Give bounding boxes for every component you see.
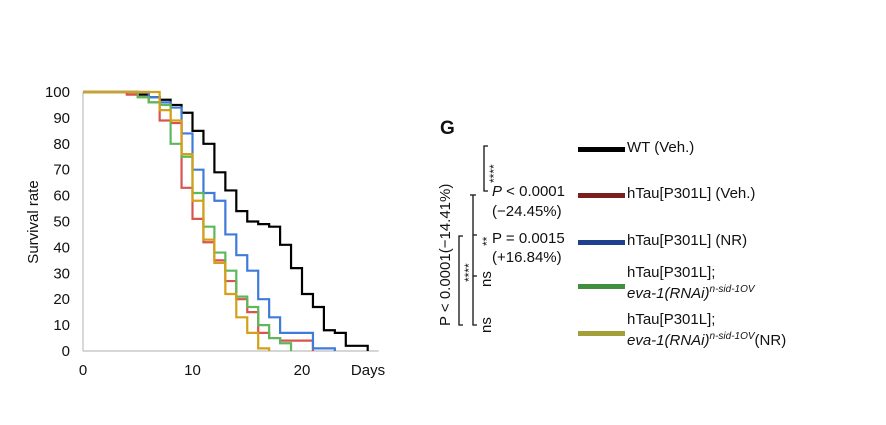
y-tick-label: 20: [53, 291, 70, 308]
legend-swatch: [578, 284, 625, 289]
p-value-1: P < 0.0001: [492, 183, 565, 200]
legend-label: WT (Veh.): [627, 139, 695, 156]
legend-label: hTau[P301L]; eva-1(RNAi)n-sid-1OV(NR): [627, 311, 786, 349]
legend-sup: n-sid-1OV: [709, 331, 755, 342]
legend-line2: eva-1(RNAi)n-sid-1OV(NR): [627, 328, 786, 349]
legend-item-tau-eva: hTau[P301L]; eva-1(RNAi)n-sid-1OV: [578, 264, 755, 302]
panel-label: G: [440, 118, 455, 139]
legend-italic: eva-1(RNAi): [627, 285, 710, 302]
legend-swatch: [578, 331, 625, 336]
p-value-2-pct: (+16.84%): [492, 249, 562, 266]
legend-swatch: [578, 147, 625, 152]
legend-swatch: [578, 193, 625, 198]
x-tick-label: 0: [79, 362, 87, 379]
p-value-1-text: < 0.0001: [502, 183, 565, 200]
legend-label: hTau[P301L] (NR): [627, 232, 748, 249]
bracket-tau-comparisons: [470, 194, 477, 326]
y-tick-label: 40: [53, 239, 70, 256]
legend-swatch: [578, 240, 625, 245]
y-tick-label: 100: [45, 84, 70, 101]
legend-suffix: (NR): [754, 332, 787, 349]
legend-line2: eva-1(RNAi)n-sid-1OV: [627, 281, 755, 302]
legend-label: hTau[P301L]; eva-1(RNAi)n-sid-1OV: [627, 264, 755, 302]
y-tick-label: 30: [53, 265, 70, 282]
legend-italic: eva-1(RNAi): [627, 332, 710, 349]
legend-item-tau-veh: hTau[P301L] (Veh.): [578, 185, 755, 202]
legend-sup: n-sid-1OV: [709, 284, 755, 295]
legend-line1: hTau[P301L];: [627, 264, 716, 281]
stars-outer: ****: [462, 263, 476, 282]
y-tick-label: 10: [53, 317, 70, 334]
x-tick-label: 20: [294, 362, 311, 379]
series-line-3: [83, 90, 293, 351]
legend-label: hTau[P301L] (Veh.): [627, 185, 756, 202]
x-tick-label: 10: [184, 362, 201, 379]
p-value-2: P = 0.0015: [492, 230, 565, 248]
series-line-4: [83, 90, 271, 351]
p-value-1-pct: (−24.45%): [492, 203, 562, 220]
p-value-2-text: P = 0.0015: [492, 230, 565, 247]
y-tick-label: 90: [53, 110, 70, 127]
y-axis-label: Survival rate: [25, 180, 42, 263]
y-tick-label: 50: [53, 214, 70, 231]
y-tick-label: 60: [53, 188, 70, 205]
series-line-2: [83, 90, 336, 351]
ns-label-1: ns: [478, 271, 495, 287]
legend-item-tau-nr: hTau[P301L] (NR): [578, 232, 747, 249]
p-value-outer: P < 0.0001(−14.41%): [437, 183, 454, 326]
survival-chart: 0 10 20 30 40 50 60 70 80 90 100 0 10 20 Days Survival…: [25, 84, 385, 379]
legend-item-tau-eva-nr: hTau[P301L]; eva-1(RNAi)n-sid-1OV(NR): [578, 311, 786, 349]
legend-line1: hTau[P301L];: [627, 311, 716, 328]
x-axis-label: Days: [351, 362, 385, 379]
ns-label-2: ns: [478, 317, 495, 333]
y-tick-label: 70: [53, 162, 70, 179]
y-tick-label: 80: [53, 136, 70, 153]
legend-item-wt: WT (Veh.): [578, 139, 694, 156]
series-line-0: [83, 90, 369, 351]
y-tick-label: 0: [62, 343, 70, 360]
stars-wt-vs-tau: ****: [487, 164, 501, 183]
